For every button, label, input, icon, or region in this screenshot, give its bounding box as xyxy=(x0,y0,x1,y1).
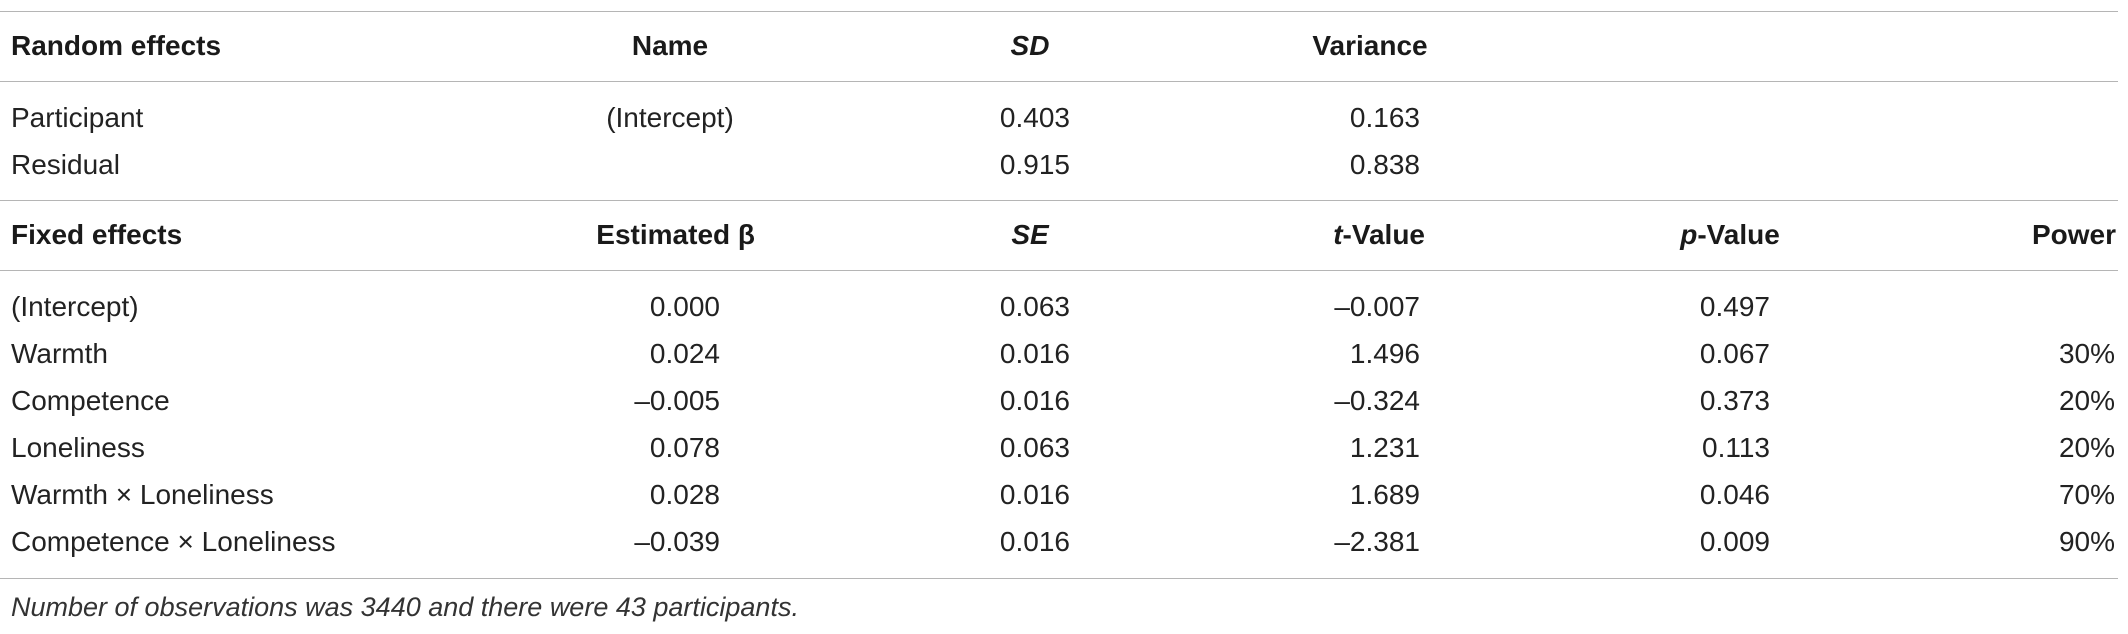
table-row: Competence –0.005 0.016 –0.324 0.373 20% xyxy=(0,377,2128,425)
variance-column-header: Variance xyxy=(1312,30,1428,61)
table-row: (Intercept) 0.000 0.063 –0.007 0.497 xyxy=(0,283,2128,331)
beta-cell: –0.039 xyxy=(634,526,720,557)
p-value-cell: 0.497 xyxy=(1699,291,1770,322)
t-value-cell: 1.689 xyxy=(1349,479,1420,510)
power-cell: 30% xyxy=(2058,338,2115,369)
sd-cell: 0.403 xyxy=(999,102,1070,133)
beta-cell: 0.024 xyxy=(649,338,720,369)
table-row: Participant (Intercept) 0.403 0.163 xyxy=(0,94,2128,142)
t-value-cell: –0.324 xyxy=(1334,385,1420,416)
power-column-header: Power xyxy=(2031,219,2116,250)
power-cell: 20% xyxy=(2058,385,2115,416)
power-cell: 90% xyxy=(2058,526,2115,557)
beta-cell: 0.000 xyxy=(649,291,720,322)
se-cell: 0.016 xyxy=(999,338,1070,369)
se-cell: 0.063 xyxy=(999,432,1070,463)
power-cell: 20% xyxy=(2058,432,2115,463)
random-effects-header-row: Random effects Name SD Variance xyxy=(0,22,2128,70)
p-value-cell: 0.373 xyxy=(1699,385,1770,416)
t-value-column-header: t-Value xyxy=(1260,211,1425,259)
power-cell xyxy=(1950,283,2115,331)
table-row: Residual 0.915 0.838 xyxy=(0,141,2128,189)
p-value-cell: 0.009 xyxy=(1699,526,1770,557)
se-column-header: SE xyxy=(1011,219,1049,250)
term-cell: Competence xyxy=(11,385,170,416)
random-effects-header-rule xyxy=(0,81,2118,82)
p-value-header-suffix: -Value xyxy=(1697,219,1780,250)
t-value-cell: 1.231 xyxy=(1349,432,1420,463)
beta-cell: –0.005 xyxy=(634,385,720,416)
estimated-beta-column-header: Estimated β xyxy=(596,219,755,250)
table-footnote: Number of observations was 3440 and ther… xyxy=(11,592,799,622)
random-effects-heading: Random effects xyxy=(11,30,222,61)
se-cell: 0.063 xyxy=(999,291,1070,322)
fixed-effects-header-rule xyxy=(0,270,2118,271)
random-group-cell: Participant xyxy=(11,102,144,133)
t-value-cell: 1.496 xyxy=(1349,338,1420,369)
table-row: Warmth 0.024 0.016 1.496 0.067 30% xyxy=(0,330,2128,378)
table-row: Competence × Loneliness –0.039 0.016 –2.… xyxy=(0,518,2128,566)
random-name-cell: (Intercept) xyxy=(606,102,734,133)
se-cell: 0.016 xyxy=(999,479,1070,510)
t-value-cell: –0.007 xyxy=(1334,291,1420,322)
se-cell: 0.016 xyxy=(999,526,1070,557)
p-value-cell: 0.113 xyxy=(1702,432,1770,463)
section-divider-rule xyxy=(0,200,2118,201)
t-value-cell: –2.381 xyxy=(1334,526,1420,557)
term-cell: Warmth xyxy=(11,338,108,369)
t-value-header-suffix: -Value xyxy=(1342,219,1425,250)
t-value-header-prefix: t xyxy=(1333,219,1343,250)
term-cell: Warmth × Loneliness xyxy=(11,479,274,510)
p-value-header-prefix: p xyxy=(1680,219,1698,250)
fixed-effects-header-row: Fixed effects Estimated β SE t-Value p-V… xyxy=(0,211,2128,259)
sd-cell: 0.915 xyxy=(999,149,1070,180)
table-row: Loneliness 0.078 0.063 1.231 0.113 20% xyxy=(0,424,2128,472)
se-cell: 0.016 xyxy=(999,385,1070,416)
term-cell: Competence × Loneliness xyxy=(11,526,336,557)
variance-cell: 0.163 xyxy=(1349,102,1420,133)
power-cell: 70% xyxy=(2058,479,2115,510)
random-group-cell: Residual xyxy=(11,149,120,180)
table-bottom-rule xyxy=(0,578,2118,579)
sd-column-header: SD xyxy=(1010,30,1050,61)
term-cell: Loneliness xyxy=(11,432,145,463)
table-row: Warmth × Loneliness 0.028 0.016 1.689 0.… xyxy=(0,471,2128,519)
beta-cell: 0.078 xyxy=(649,432,720,463)
random-name-cell xyxy=(560,141,780,189)
p-value-cell: 0.067 xyxy=(1699,338,1770,369)
table-top-rule xyxy=(0,11,2118,12)
p-value-cell: 0.046 xyxy=(1699,479,1770,510)
beta-cell: 0.028 xyxy=(649,479,720,510)
p-value-column-header: p-Value xyxy=(1640,211,1820,259)
term-cell: (Intercept) xyxy=(11,291,139,322)
fixed-effects-heading: Fixed effects xyxy=(11,219,183,250)
name-column-header: Name xyxy=(631,30,709,61)
variance-cell: 0.838 xyxy=(1349,149,1420,180)
